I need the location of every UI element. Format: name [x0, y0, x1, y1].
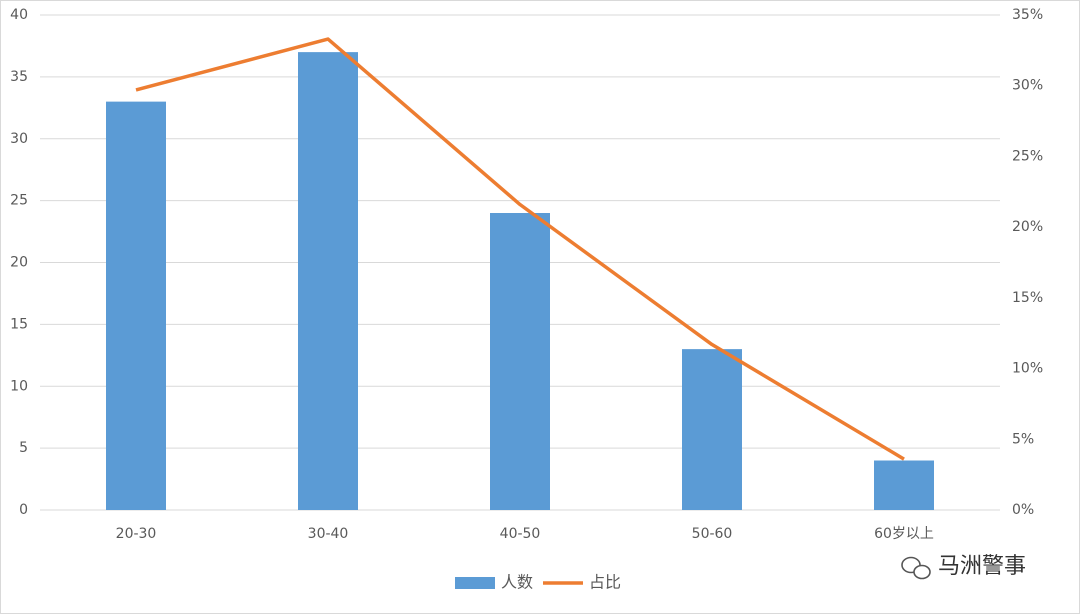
line [135, 37, 905, 461]
bar [682, 349, 742, 510]
y-tick-label: 40 [10, 7, 28, 23]
x-tick-label: 50-60 [692, 526, 733, 542]
y-tick-label: 35 [10, 69, 28, 85]
y2-tick-label: 15% [1012, 290, 1043, 306]
y2-tick-label: 0% [1012, 502, 1034, 518]
legend-swatch [455, 577, 495, 589]
legend-label: 占比 [589, 573, 621, 592]
legend-label: 人数 [501, 573, 533, 592]
y2-tick-label: 30% [1012, 78, 1043, 94]
watermark: 马洲警事 [938, 554, 1026, 579]
y2-tick-label: 25% [1012, 148, 1043, 164]
y-tick-label: 5 [19, 440, 28, 456]
bar [106, 101, 166, 510]
y-tick-label: 25 [10, 193, 28, 209]
x-tick-label: 20-30 [116, 526, 157, 542]
watermark-icon [901, 556, 931, 580]
y-tick-label: 15 [10, 316, 28, 332]
y-tick-label: 30 [10, 131, 28, 147]
x-tick-label: 60岁以上 [874, 526, 934, 542]
bar [490, 213, 550, 510]
y-tick-label: 20 [10, 255, 28, 271]
bar [298, 52, 358, 510]
y-tick-label: 10 [10, 378, 28, 394]
y2-tick-label: 35% [1012, 7, 1043, 23]
x-tick-label: 30-40 [308, 526, 349, 542]
x-tick-label: 40-50 [500, 526, 541, 542]
y2-tick-label: 20% [1012, 219, 1043, 235]
bar [874, 460, 934, 510]
y2-tick-label: 5% [1012, 431, 1034, 447]
y2-tick-label: 10% [1012, 361, 1043, 377]
y-tick-label: 0 [19, 502, 28, 518]
